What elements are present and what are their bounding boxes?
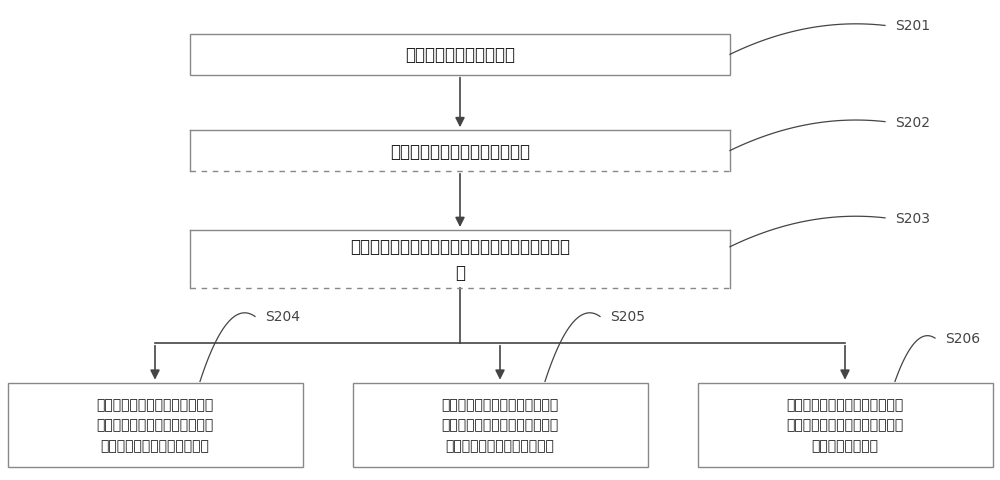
- Bar: [8, 383, 302, 467]
- Bar: [190, 35, 730, 76]
- Text: S202: S202: [895, 115, 930, 130]
- Text: 如果所述温度值大于第一预设阈
值，控制所述终端从相位检测对
焦模式切换至反差式对焦模式: 如果所述温度值大于第一预设阈 值，控制所述终端从相位检测对 焦模式切换至反差式对…: [96, 397, 214, 452]
- Text: S205: S205: [610, 310, 645, 324]
- Text: S203: S203: [895, 211, 930, 226]
- Text: 获取所述终端的摄像头开启指令: 获取所述终端的摄像头开启指令: [390, 142, 530, 160]
- Text: S201: S201: [895, 19, 930, 34]
- Text: S206: S206: [945, 331, 980, 346]
- Bar: [353, 383, 648, 467]
- Text: 如果所述温度值大于第三预设阈
值，控制所述终端从高帧率模式
切换至低帧率模式: 如果所述温度值大于第三预设阈 值，控制所述终端从高帧率模式 切换至低帧率模式: [786, 397, 904, 452]
- Text: S204: S204: [265, 310, 300, 324]
- Bar: [698, 383, 992, 467]
- Text: 如果所述温度值大于第二预设阈
值，控制所述终端从零延时拍摄
模式切换至非零延时拍摄模式: 如果所述温度值大于第二预设阈 值，控制所述终端从零延时拍摄 模式切换至非零延时拍…: [441, 397, 559, 452]
- Text: 如果所述温度值大于预设阈值，获取当前的拍摄参
数: 如果所述温度值大于预设阈值，获取当前的拍摄参 数: [350, 237, 570, 281]
- Text: 监测终端的内核的温度值: 监测终端的内核的温度值: [405, 46, 515, 64]
